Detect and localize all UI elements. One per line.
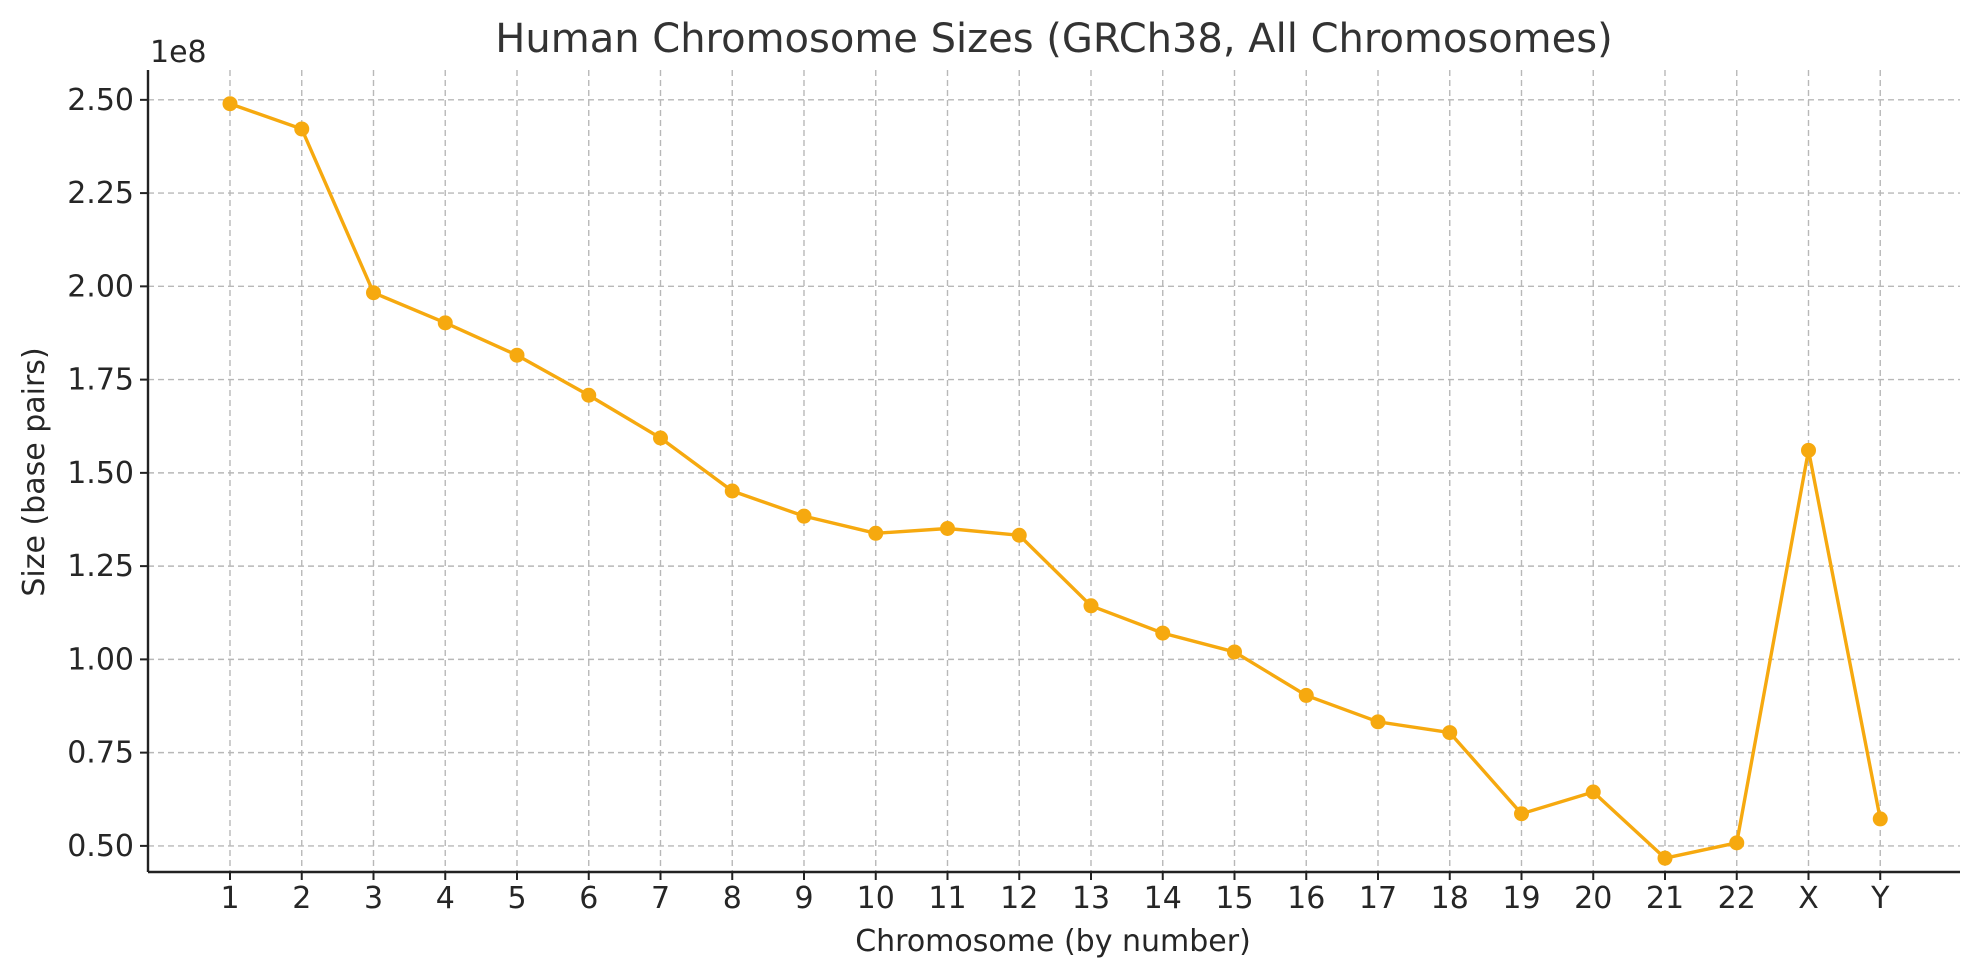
data-point	[581, 387, 597, 403]
x-tick-label: 19	[1502, 881, 1540, 916]
data-point	[796, 508, 812, 524]
data-point	[1801, 442, 1816, 458]
x-tick-label: 14	[1144, 881, 1182, 916]
y-tick-label: 1.75	[67, 363, 134, 398]
y-tick-label: 1.25	[67, 549, 134, 584]
y-tick-label: 2.00	[67, 269, 134, 304]
data-point	[1011, 527, 1027, 543]
x-tick-label: 20	[1574, 881, 1612, 916]
axes	[140, 70, 1960, 880]
data-point	[1442, 725, 1458, 741]
data-point	[868, 525, 884, 541]
x-tick-label: 7	[651, 881, 670, 916]
grid	[148, 70, 1960, 872]
data-point	[1083, 598, 1099, 614]
data-point	[1370, 714, 1386, 730]
x-tick-label: Y	[1870, 881, 1890, 916]
x-tick-label: 3	[364, 881, 383, 916]
x-tick-label: 10	[857, 881, 895, 916]
x-tick-label: 5	[507, 881, 526, 916]
data-point	[1872, 811, 1888, 827]
data-point	[437, 315, 453, 331]
x-tick-label: 21	[1646, 881, 1684, 916]
x-tick-label: 18	[1431, 881, 1469, 916]
x-tick-label: 4	[436, 881, 455, 916]
y-tick-label: 2.25	[67, 176, 134, 211]
x-tick-label: 11	[928, 881, 966, 916]
data-point	[940, 520, 955, 536]
data-point	[222, 96, 238, 112]
y-offset-label: 1e8	[150, 35, 207, 70]
x-tick-label: 6	[579, 881, 598, 916]
series-line	[229, 102, 1882, 860]
data-point	[1227, 644, 1242, 660]
x-tick-label: 9	[794, 881, 813, 916]
y-tick-label: 0.50	[67, 829, 134, 864]
series-layer	[222, 96, 1888, 866]
x-tick-label: 16	[1287, 881, 1325, 916]
data-point	[1657, 850, 1673, 866]
x-tick-label: 15	[1215, 881, 1253, 916]
x-tick-label: X	[1798, 881, 1819, 916]
data-point	[1729, 835, 1745, 851]
x-tick-label: 12	[1000, 881, 1038, 916]
tick-labels: 1 2 3 4 5 6 7 8 9 10 11 12 13 14 15 16 17 18 19 20 21 22 X Y0.5…	[67, 83, 1890, 916]
y-axis-label: Size (base pairs)	[17, 347, 52, 596]
data-point	[1155, 625, 1171, 641]
x-tick-label: 22	[1718, 881, 1756, 916]
x-tick-label: 13	[1072, 881, 1110, 916]
y-tick-label: 1.50	[67, 456, 134, 491]
x-tick-label: 2	[292, 881, 311, 916]
x-tick-label: 8	[723, 881, 742, 916]
y-tick-label: 0.75	[67, 736, 134, 771]
data-point	[366, 285, 381, 301]
data-point	[653, 430, 668, 446]
chart-title: Human Chromosome Sizes (GRCh38, All Chro…	[495, 16, 1612, 62]
data-point	[724, 483, 740, 499]
data-point	[509, 347, 525, 363]
x-tick-label: 1	[220, 881, 239, 916]
data-point	[1585, 784, 1601, 800]
data-point	[1514, 806, 1529, 822]
x-tick-label: 17	[1359, 881, 1397, 916]
data-point	[294, 121, 310, 137]
y-tick-label: 1.00	[67, 642, 134, 677]
data-point	[1298, 687, 1314, 703]
x-axis-label: Chromosome (by number)	[855, 924, 1251, 959]
y-tick-label: 2.50	[67, 83, 134, 118]
